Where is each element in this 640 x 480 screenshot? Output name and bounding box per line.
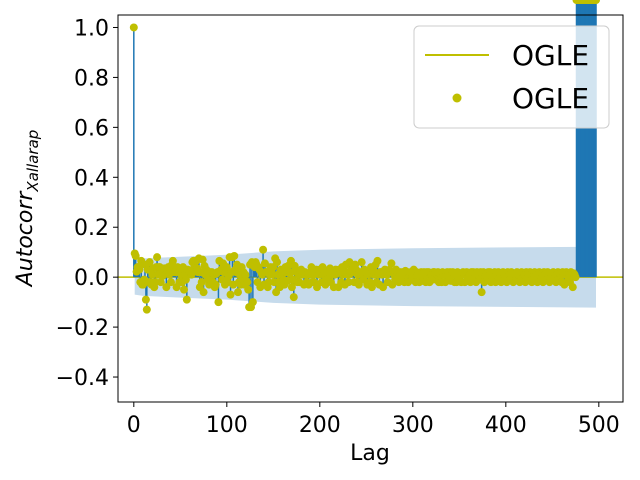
data-point (373, 256, 382, 265)
legend-box (413, 25, 610, 129)
y-tick-label: −0.2 (56, 316, 109, 341)
data-point (168, 256, 177, 265)
data-point (211, 280, 220, 289)
x-tick-label: 0 (127, 413, 141, 438)
data-point (187, 270, 196, 279)
data-point (477, 288, 486, 297)
y-tick-label: 0.6 (74, 116, 109, 141)
data-point (167, 278, 176, 287)
data-point (198, 255, 207, 264)
data-point (289, 293, 298, 302)
plot-frame (117, 14, 624, 403)
data-point (268, 270, 277, 279)
data-point (214, 298, 223, 307)
x-axis-ticks: 0 100 200 300 400 500 (127, 402, 620, 438)
data-point (151, 278, 160, 287)
x-tick-label: 500 (578, 413, 620, 438)
data-point (148, 270, 157, 279)
data-point (129, 23, 138, 32)
y-axis-label-subscript: Xallarap (24, 130, 42, 193)
legend-label-marker: OGLE (512, 82, 589, 115)
x-tick-label: 100 (206, 413, 248, 438)
data-point (197, 278, 206, 287)
data-point (243, 278, 252, 287)
legend: OGLE OGLE (413, 25, 610, 129)
y-axis-ticks: −0.4 −0.2 0.0 0.2 0.4 0.6 0.8 1.0 (56, 16, 118, 391)
y-tick-label: −0.4 (56, 366, 109, 391)
data-point (248, 298, 257, 307)
data-point (287, 283, 296, 292)
data-point (230, 251, 239, 260)
data-point (182, 295, 191, 304)
y-axis-label-main: Autocorr (13, 190, 38, 289)
data-point (135, 265, 144, 274)
y-tick-label: 0.0 (74, 266, 109, 291)
data-point (142, 305, 151, 314)
data-point (180, 285, 189, 294)
data-points (129, 0, 601, 314)
x-tick-label: 400 (485, 413, 527, 438)
y-tick-label: 0.8 (74, 66, 109, 91)
data-point (199, 288, 208, 297)
data-point (233, 288, 242, 297)
data-point (273, 258, 282, 267)
x-tick-label: 200 (299, 413, 341, 438)
data-point (156, 278, 165, 287)
data-point (592, 0, 601, 4)
data-point (226, 290, 235, 299)
data-point (153, 253, 162, 262)
y-tick-label: 0.2 (74, 216, 109, 241)
data-point (141, 295, 150, 304)
data-point (131, 251, 140, 260)
data-point (357, 258, 366, 267)
x-tick-label: 300 (392, 413, 434, 438)
data-point (568, 283, 577, 292)
data-point (344, 278, 353, 287)
data-point (145, 258, 154, 267)
x-axis-label: Lag (350, 441, 390, 466)
legend-label-line: OGLE (512, 39, 589, 72)
data-point (244, 285, 253, 294)
y-axis-label: AutocorrXallarap (13, 130, 42, 289)
data-point (571, 273, 580, 282)
y-tick-label: 1.0 (74, 16, 109, 41)
data-point (387, 259, 396, 268)
data-point (241, 270, 250, 279)
data-point (259, 245, 268, 254)
y-tick-label: 0.4 (74, 166, 109, 191)
data-point (264, 278, 273, 287)
legend-marker-swatch (452, 93, 462, 103)
